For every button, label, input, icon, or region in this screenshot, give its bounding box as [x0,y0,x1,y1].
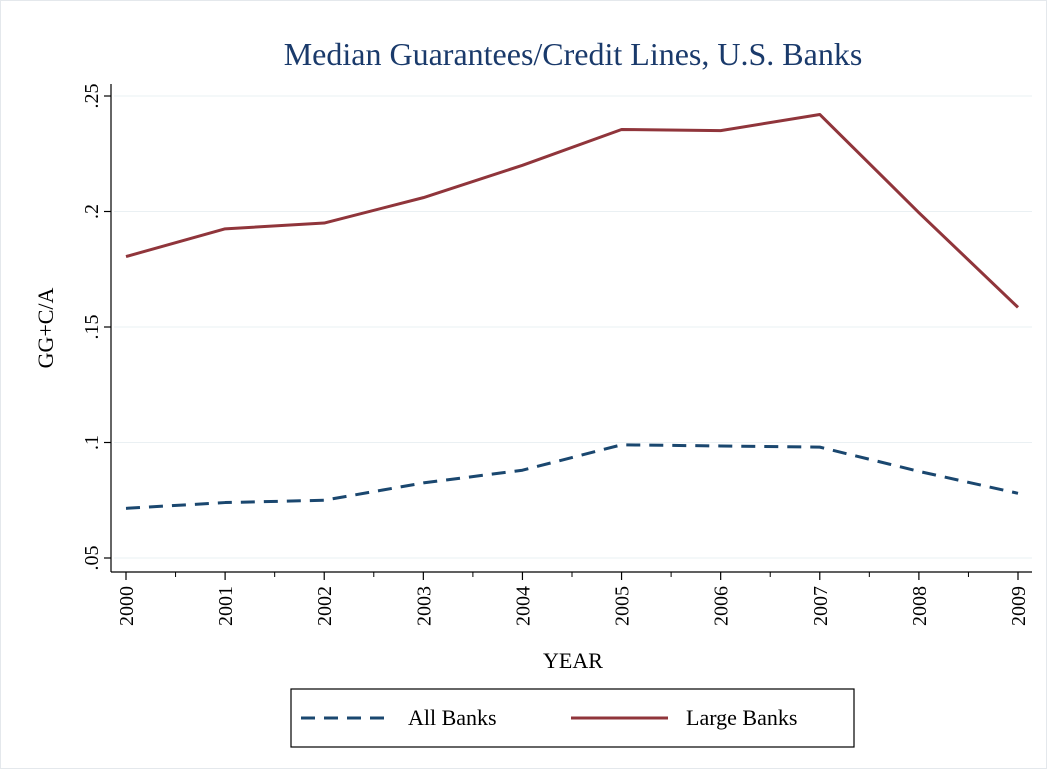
legend-label-all-banks: All Banks [408,705,497,730]
x-tick-label: 2005 [612,586,634,626]
series-line-all-banks [125,443,1019,510]
x-tick-label: 2004 [512,586,534,626]
gridlines [114,95,1032,559]
x-tick-label: 2001 [215,586,237,626]
series-lines [125,112,1020,510]
legend-label-large-banks: Large Banks [686,705,797,730]
y-axis-title: GG+C/A [33,287,58,368]
y-tick-label: .05 [81,546,103,571]
y-tick-label: .25 [81,84,103,109]
x-tick-label: 2009 [1008,586,1030,626]
y-axis-ticks: .05 .1 .15 .2 .25 [81,84,111,571]
y-tick-label: .2 [81,204,103,219]
x-tick-label: 2000 [116,586,138,626]
chart-title: Median Guarantees/Credit Lines, U.S. Ban… [284,36,863,72]
series-line-large-banks [125,112,1020,309]
x-axis-title: YEAR [543,648,603,673]
axes [110,84,1032,573]
y-tick-label: .1 [81,435,103,450]
x-tick-label: 2003 [413,586,435,626]
x-tick-label: 2008 [909,586,931,626]
y-tick-label: .15 [81,315,103,340]
x-tick-label: 2007 [810,586,832,626]
x-tick-label: 2006 [711,586,733,626]
x-tick-label: 2002 [314,586,336,626]
x-axis-ticks: 2000 2001 2002 2003 2004 2005 2006 2007 2008 2009 [116,572,1030,626]
legend: All Banks Large Banks [290,688,855,748]
